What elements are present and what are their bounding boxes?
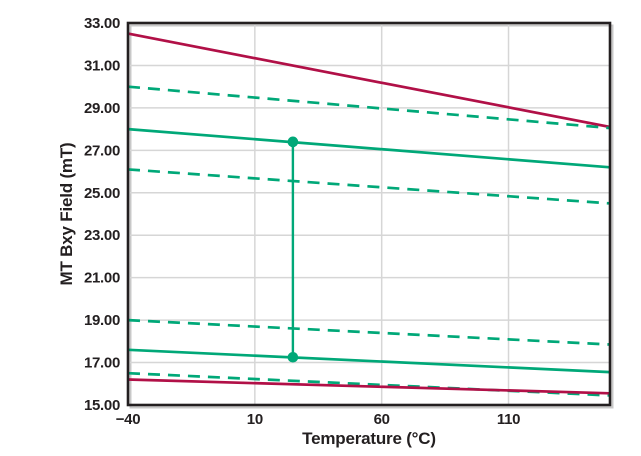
series-green-dashed-upper <box>127 85 611 130</box>
y-axis-title: MT Bxy Field (mT) <box>57 142 76 286</box>
y-tick-label: 15.00 <box>84 397 120 414</box>
series-green-dashed-low-high <box>127 318 611 346</box>
plot-frame <box>126 21 612 407</box>
series-green-solid-lower <box>127 348 611 374</box>
delta-marker-bottom <box>287 351 299 363</box>
x-tick-label: 110 <box>497 411 520 428</box>
series-green-solid-upper <box>127 127 611 169</box>
series-red-solid-upper <box>127 32 611 129</box>
x-tick-label: 60 <box>374 411 390 428</box>
series-red-solid-lower <box>127 378 611 395</box>
x-tick-label: 10 <box>247 411 263 428</box>
plot-frame-shadow <box>129 24 614 409</box>
y-tick-label: 27.00 <box>84 142 120 159</box>
y-tick-label: 31.00 <box>84 57 120 74</box>
y-tick-label: 21.00 <box>84 270 120 287</box>
y-tick-label: 25.00 <box>84 185 120 202</box>
x-tick-label: −40 <box>116 411 141 428</box>
x-axis-title: Temperature (°C) <box>302 429 436 448</box>
delta-marker-top <box>287 136 299 148</box>
y-tick-label: 17.00 <box>84 355 120 372</box>
series-green-dashed-mid <box>127 168 611 205</box>
y-tick-label: 29.00 <box>84 100 120 117</box>
y-tick-label: 33.00 <box>84 15 120 32</box>
y-tick-label: 23.00 <box>84 227 120 244</box>
y-tick-label: 19.00 <box>84 312 120 329</box>
